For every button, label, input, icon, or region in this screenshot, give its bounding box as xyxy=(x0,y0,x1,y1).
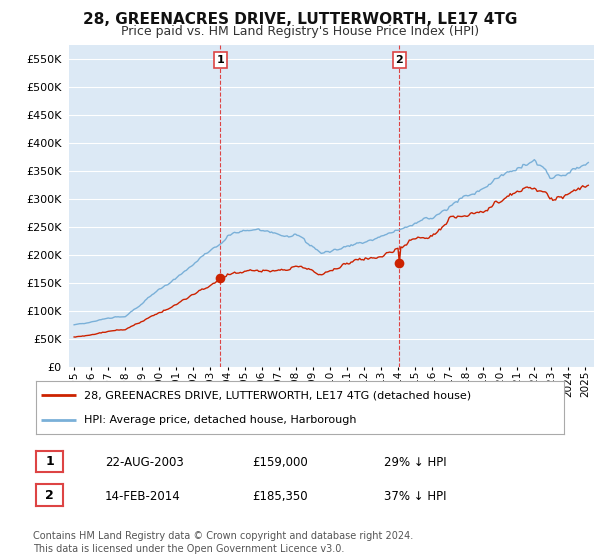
Text: Contains HM Land Registry data © Crown copyright and database right 2024.
This d: Contains HM Land Registry data © Crown c… xyxy=(33,531,413,554)
Text: 28, GREENACRES DRIVE, LUTTERWORTH, LE17 4TG: 28, GREENACRES DRIVE, LUTTERWORTH, LE17 … xyxy=(83,12,517,27)
Text: 2: 2 xyxy=(45,488,54,502)
Text: 28, GREENACRES DRIVE, LUTTERWORTH, LE17 4TG (detached house): 28, GREENACRES DRIVE, LUTTERWORTH, LE17 … xyxy=(83,390,470,400)
Text: 29% ↓ HPI: 29% ↓ HPI xyxy=(384,456,446,469)
Text: 22-AUG-2003: 22-AUG-2003 xyxy=(105,456,184,469)
Text: Price paid vs. HM Land Registry's House Price Index (HPI): Price paid vs. HM Land Registry's House … xyxy=(121,25,479,38)
Text: £159,000: £159,000 xyxy=(252,456,308,469)
Text: HPI: Average price, detached house, Harborough: HPI: Average price, detached house, Harb… xyxy=(83,414,356,424)
Text: 2: 2 xyxy=(395,55,403,65)
Text: 1: 1 xyxy=(45,455,54,468)
Text: 14-FEB-2014: 14-FEB-2014 xyxy=(105,489,181,503)
Text: £185,350: £185,350 xyxy=(252,489,308,503)
Text: 37% ↓ HPI: 37% ↓ HPI xyxy=(384,489,446,503)
Text: 1: 1 xyxy=(217,55,224,65)
